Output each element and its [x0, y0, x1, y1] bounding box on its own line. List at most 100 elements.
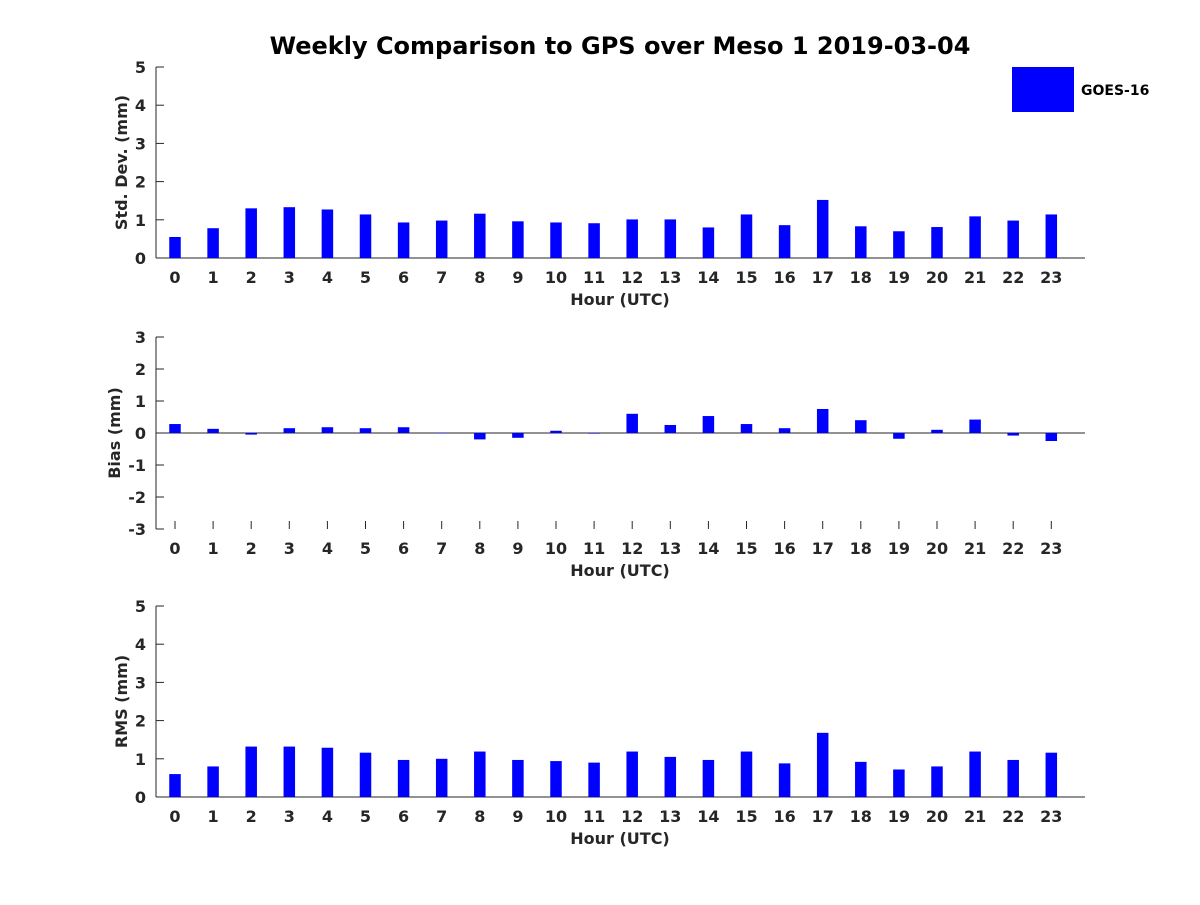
x-tick-label: 18	[850, 807, 872, 826]
bar-bias-hour-7	[435, 433, 448, 434]
y-tick-label: 3	[135, 328, 146, 347]
bar-std-hour-19	[893, 231, 905, 258]
x-tick-label: 16	[773, 807, 795, 826]
bar-std-hour-15	[740, 214, 753, 258]
x-tick-label: 2	[246, 539, 257, 558]
bar-rms-hour-21	[969, 751, 981, 797]
bar-bias-hour-12	[626, 413, 638, 433]
bar-rms-hour-13	[664, 756, 677, 797]
x-tick-label: 20	[926, 268, 948, 287]
y-tick-label: 2	[135, 360, 146, 379]
bar-bias-hour-14	[702, 416, 715, 433]
bar-rms-hour-10	[550, 761, 562, 797]
x-tick-label: 7	[436, 268, 447, 287]
x-tick-label: 22	[1002, 807, 1024, 826]
x-tick-label: 16	[773, 539, 795, 558]
bar-rms-hour-23	[1045, 752, 1058, 797]
bar-std-hour-8	[474, 213, 486, 258]
x-tick-label: 4	[322, 539, 333, 558]
y-tick-label: 1	[135, 750, 146, 769]
x-tick-label: 15	[735, 807, 757, 826]
bar-std-hour-3	[283, 207, 296, 258]
x-tick-label: 23	[1040, 807, 1062, 826]
bar-bias-hour-5	[359, 428, 372, 433]
bar-std-hour-13	[664, 219, 677, 258]
bar-rms-hour-2	[245, 746, 257, 797]
bar-std-hour-0	[169, 236, 181, 258]
bar-rms-hour-3	[283, 746, 296, 797]
x-tick-label: 23	[1040, 268, 1062, 287]
x-tick-label: 12	[621, 268, 643, 287]
bar-rms-hour-19	[893, 769, 905, 797]
bar-std-hour-1	[207, 228, 219, 258]
legend: GOES-16	[1012, 67, 1149, 112]
bar-rms-hour-7	[435, 758, 448, 797]
x-tick-label: 8	[474, 268, 485, 287]
x-tick-label: 12	[621, 539, 643, 558]
x-tick-label: 15	[735, 539, 757, 558]
x-tick-label: 1	[208, 539, 219, 558]
x-tick-label: 10	[545, 539, 567, 558]
x-tick-label: 6	[398, 807, 409, 826]
x-tick-label: 3	[284, 807, 295, 826]
y-tick-label: 0	[135, 249, 146, 268]
x-tick-label: 5	[360, 539, 371, 558]
bar-bias-hour-19	[893, 433, 905, 439]
bar-bias-hour-8	[474, 433, 486, 440]
bar-rms-hour-1	[207, 766, 219, 797]
bar-bias-hour-10	[550, 430, 562, 433]
y-tick-label: -2	[128, 488, 146, 507]
bar-std-hour-16	[778, 225, 791, 258]
bar-rms-hour-5	[359, 752, 372, 797]
x-tick-label: 2	[246, 268, 257, 287]
x-tick-label: 14	[697, 268, 719, 287]
x-tick-label: 21	[964, 268, 986, 287]
x-tick-label: 20	[926, 807, 948, 826]
x-tick-label: 11	[583, 807, 605, 826]
bar-bias-hour-0	[169, 424, 181, 433]
bar-std-hour-4	[321, 209, 334, 258]
x-tick-label: 9	[512, 807, 523, 826]
bar-rms-hour-20	[931, 766, 943, 797]
bar-bias-hour-16	[778, 428, 791, 433]
bar-std-hour-23	[1045, 214, 1058, 258]
x-tick-label: 6	[398, 268, 409, 287]
chart-title: Weekly Comparison to GPS over Meso 1 201…	[270, 32, 971, 60]
y-tick-label: 5	[135, 597, 146, 616]
y-axis-label: Std. Dev. (mm)	[112, 95, 131, 230]
bar-bias-hour-15	[740, 424, 753, 433]
x-tick-label: 4	[322, 268, 333, 287]
x-tick-label: 18	[850, 268, 872, 287]
x-tick-label: 10	[545, 807, 567, 826]
bar-bias-hour-13	[664, 425, 677, 433]
x-tick-label: 13	[659, 268, 681, 287]
bar-std-hour-2	[245, 208, 257, 258]
x-tick-label: 20	[926, 539, 948, 558]
x-axis-label: Hour (UTC)	[570, 290, 670, 309]
x-tick-label: 19	[888, 539, 910, 558]
y-tick-label: 4	[135, 635, 146, 654]
x-tick-label: 23	[1040, 539, 1062, 558]
x-tick-label: 0	[169, 539, 180, 558]
bar-std-hour-20	[931, 227, 943, 258]
legend-label: GOES-16	[1081, 83, 1149, 99]
bar-bias-hour-6	[397, 427, 410, 433]
y-tick-label: 1	[135, 392, 146, 411]
bar-rms-hour-0	[169, 774, 181, 797]
x-tick-label: 21	[964, 807, 986, 826]
bar-std-hour-6	[397, 222, 410, 258]
y-tick-label: 4	[135, 96, 146, 115]
bar-rms-hour-12	[626, 751, 638, 797]
bar-rms-hour-14	[702, 759, 715, 797]
x-tick-label: 11	[583, 539, 605, 558]
y-tick-label: 2	[135, 712, 146, 731]
bar-bias-hour-4	[321, 427, 334, 433]
bar-rms-hour-22	[1007, 759, 1019, 797]
x-tick-label: 3	[284, 268, 295, 287]
bar-rms-hour-8	[474, 751, 486, 797]
bar-std-hour-21	[969, 216, 981, 258]
x-tick-label: 3	[284, 539, 295, 558]
